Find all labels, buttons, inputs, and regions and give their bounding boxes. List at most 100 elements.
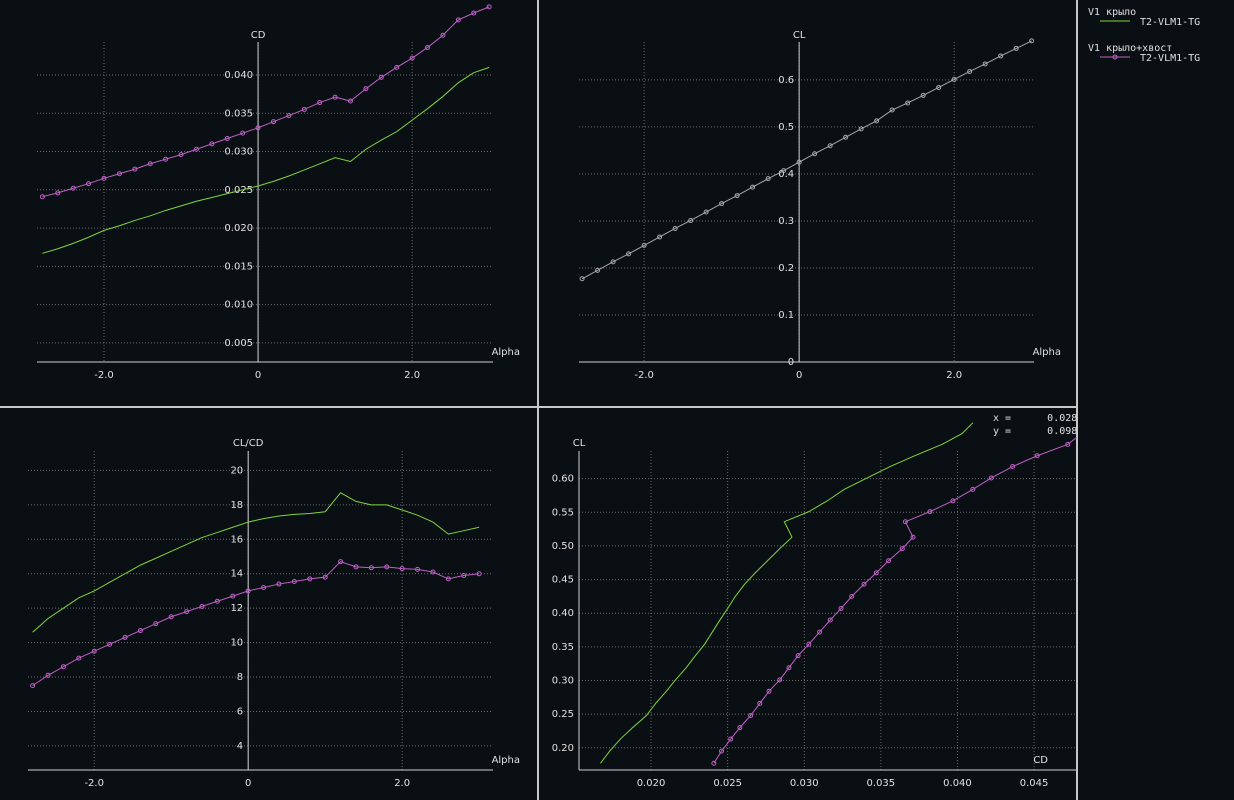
point-marker xyxy=(806,641,812,647)
x-tick-label: 0 xyxy=(796,370,802,381)
point-marker xyxy=(209,141,215,147)
point-marker xyxy=(230,593,236,599)
point-marker xyxy=(301,106,307,112)
point-marker xyxy=(982,61,988,67)
point-marker xyxy=(70,185,76,191)
point-marker xyxy=(765,176,771,182)
point-marker xyxy=(486,4,492,10)
point-marker xyxy=(672,225,678,231)
point-marker xyxy=(425,44,431,50)
point-marker xyxy=(886,558,892,564)
y-tick-label: 0.60 xyxy=(552,474,574,485)
point-marker xyxy=(399,566,405,572)
point-marker xyxy=(107,641,113,647)
point-marker xyxy=(1013,45,1019,51)
point-marker xyxy=(317,100,323,106)
point-marker xyxy=(178,152,184,158)
x-tick-label: -2.0 xyxy=(84,778,104,789)
chart: -2.0 0 2.0 4 6 8 10 12 14 16 18 20 Alpha CL/CD xyxy=(28,438,520,789)
point-marker xyxy=(766,688,772,694)
x-axis-title: Alpha xyxy=(1033,347,1061,358)
point-marker xyxy=(641,242,647,248)
point-marker xyxy=(168,614,174,620)
y-tick-label: 0.5 xyxy=(778,122,794,133)
y-tick-label: 0.4 xyxy=(778,169,794,180)
point-marker xyxy=(60,664,66,670)
y-tick-label: 0.45 xyxy=(552,575,574,586)
y-tick-label: 0.30 xyxy=(552,676,574,687)
legend-entry: T2-VLM1-TG xyxy=(1140,53,1200,64)
point-marker xyxy=(86,181,92,187)
point-marker xyxy=(827,617,833,623)
point-marker xyxy=(184,609,190,615)
point-marker xyxy=(353,564,359,570)
point-marker xyxy=(905,100,911,106)
point-marker xyxy=(153,621,159,627)
point-marker xyxy=(30,683,36,689)
cursor-readout: y = 0.098 xyxy=(993,426,1077,437)
x-tick-label: 0 xyxy=(245,778,251,789)
series-line xyxy=(32,492,480,633)
point-marker xyxy=(728,736,734,742)
series-line xyxy=(581,40,1032,280)
point-marker xyxy=(261,585,267,591)
y-tick-label: 0.2 xyxy=(778,263,794,274)
y-tick-label: 0.030 xyxy=(224,147,253,158)
point-marker xyxy=(147,161,153,167)
plot-area xyxy=(39,4,492,254)
point-marker xyxy=(988,475,994,481)
point-marker xyxy=(858,126,864,132)
point-marker xyxy=(378,74,384,80)
point-marker xyxy=(874,118,880,124)
point-marker xyxy=(795,653,801,659)
y-tick-label: 0.010 xyxy=(224,300,253,311)
point-marker xyxy=(777,677,783,683)
y-tick-label: 0.50 xyxy=(552,541,574,552)
point-marker xyxy=(332,94,338,100)
y-tick-label: 0.6 xyxy=(778,75,794,86)
x-tick-label: 0.040 xyxy=(943,778,972,789)
point-marker xyxy=(461,572,467,578)
point-marker xyxy=(409,55,415,61)
point-marker xyxy=(827,143,833,149)
point-marker xyxy=(579,276,585,282)
x-axis-title: Alpha xyxy=(492,755,520,766)
point-marker xyxy=(455,17,461,23)
y-tick-label: 0.005 xyxy=(224,338,253,349)
point-marker xyxy=(384,564,390,570)
point-marker xyxy=(861,581,867,587)
point-marker xyxy=(796,159,802,165)
point-marker xyxy=(889,107,895,113)
point-marker xyxy=(657,234,663,240)
point-marker xyxy=(286,113,292,119)
point-marker xyxy=(338,559,344,565)
point-marker xyxy=(245,588,251,594)
point-marker xyxy=(255,125,261,131)
point-marker xyxy=(132,166,138,172)
y-tick-label: 0.55 xyxy=(552,507,574,518)
y-axis-title: CL xyxy=(793,30,806,41)
point-marker xyxy=(757,700,763,706)
point-marker xyxy=(116,171,122,177)
point-marker xyxy=(307,576,313,582)
y-axis-title: CL/CD xyxy=(233,438,264,449)
x-axis-title: CD xyxy=(1033,755,1048,766)
plot-area xyxy=(30,492,482,689)
point-marker xyxy=(719,748,725,754)
legend-entry: T2-VLM1-TG xyxy=(1140,17,1200,28)
y-axis-title: CL xyxy=(573,438,586,449)
point-marker xyxy=(270,119,276,125)
legend-marker xyxy=(1112,54,1118,60)
point-marker xyxy=(970,486,976,492)
point-marker xyxy=(817,629,823,635)
point-marker xyxy=(626,251,632,257)
point-marker xyxy=(873,570,879,576)
point-marker xyxy=(291,578,297,584)
x-tick-label: 0.020 xyxy=(637,778,666,789)
point-marker xyxy=(76,655,82,661)
cursor-readout: x = 0.028 xyxy=(993,413,1077,424)
plot-area xyxy=(600,422,1077,766)
point-marker xyxy=(737,725,743,731)
point-marker xyxy=(394,64,400,70)
